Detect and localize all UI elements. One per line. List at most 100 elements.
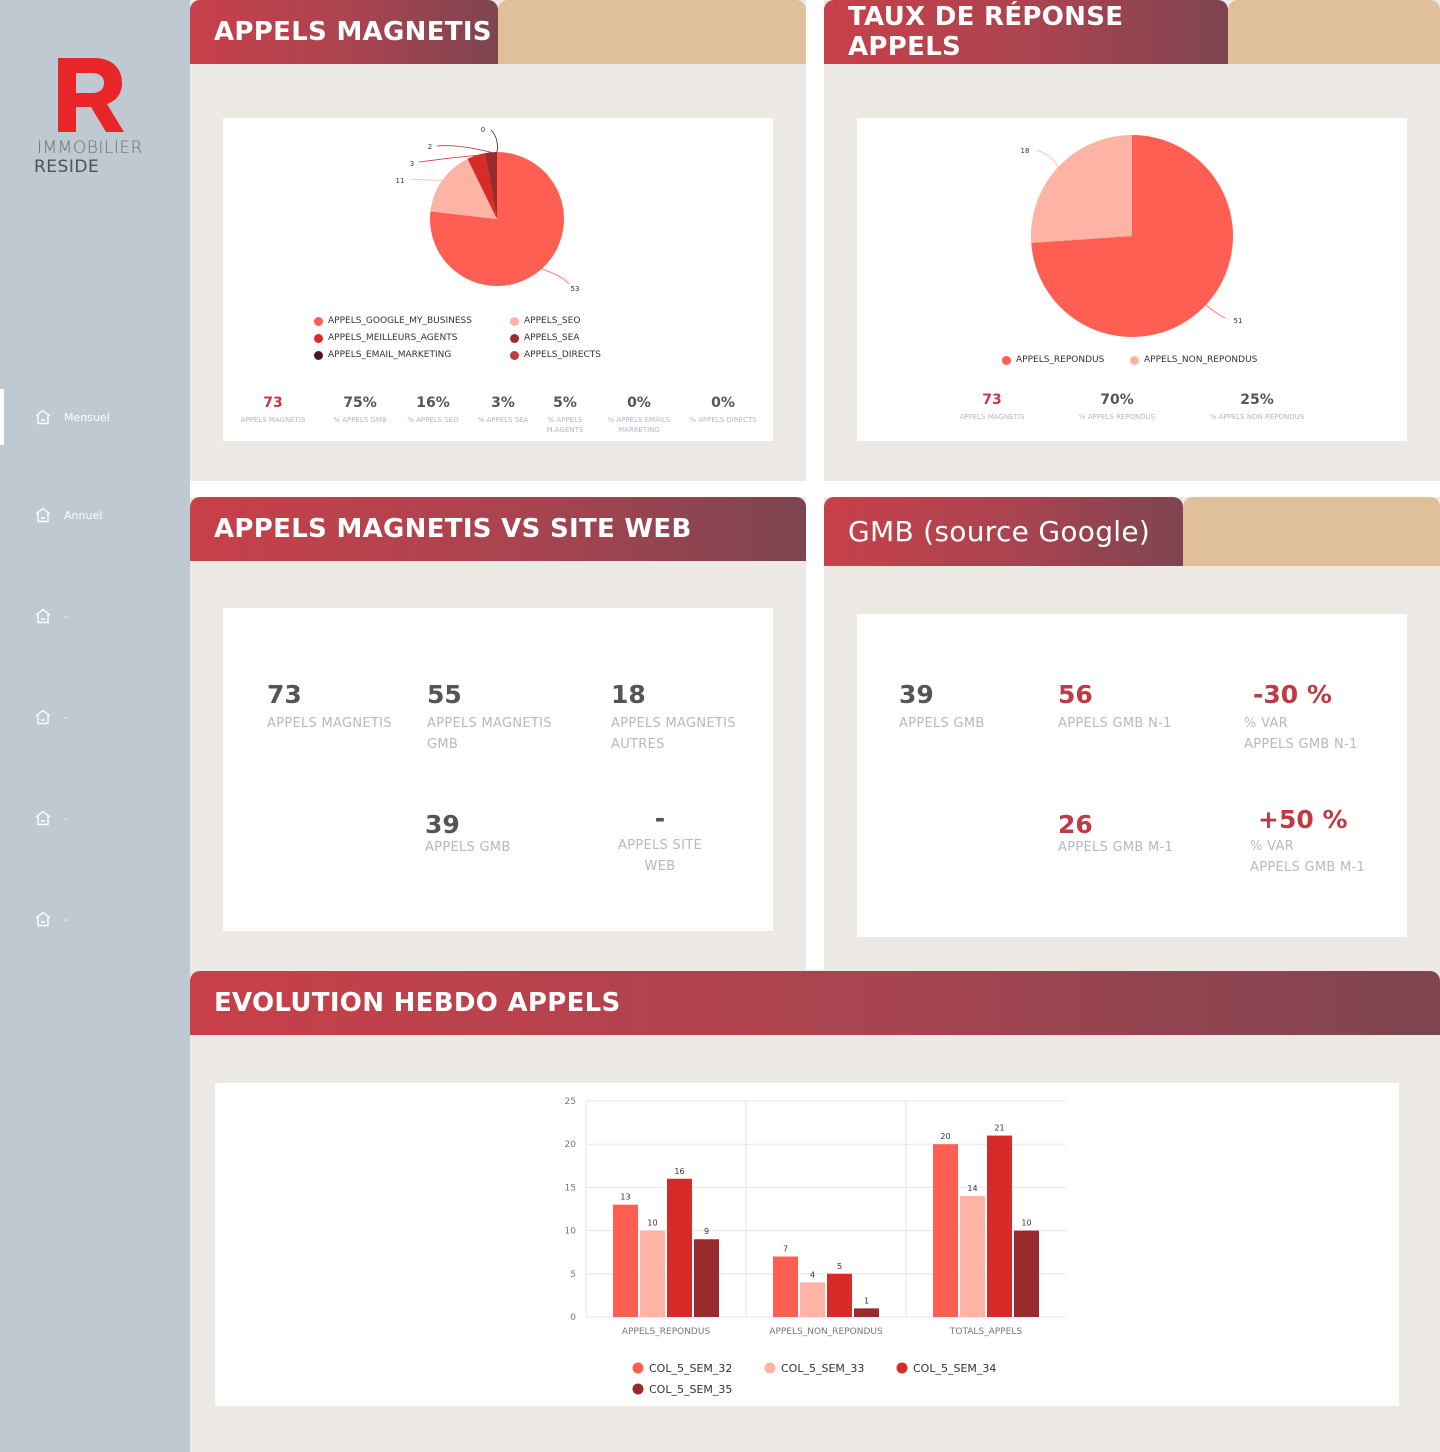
stat-label: APPELS MAGNETIS bbox=[267, 716, 392, 731]
stat-label-2: APPELS GMB M-1 bbox=[1250, 860, 1366, 875]
nav-item-3[interactable]: - bbox=[0, 588, 190, 644]
legend-label: APPELS_EMAIL_MARKETING bbox=[328, 350, 452, 360]
stat-label: APPELS GMB bbox=[899, 716, 985, 731]
kpi-value: 73 bbox=[982, 392, 1002, 408]
kpi-label: % APPELS SEO bbox=[407, 416, 459, 424]
header-accent bbox=[1183, 497, 1440, 566]
kpi-pct-gmb: 75% % APPELS GMB bbox=[323, 395, 397, 425]
bar-data-label: 10 bbox=[647, 1219, 657, 1228]
bar-data-label: 10 bbox=[1021, 1219, 1031, 1228]
kpi-label: % APPELS M.AGENTS bbox=[546, 416, 584, 434]
card-vs: 73 APPELS MAGNETIS 55 APPELS MAGNETIS GM… bbox=[223, 608, 773, 931]
bar-data-label: 4 bbox=[810, 1270, 815, 1279]
stat-value: 18 bbox=[611, 680, 646, 709]
legend-item: APPELS_NON_REPONDUS bbox=[1130, 355, 1257, 365]
stat-appels-gmb-m1: 26 APPELS GMB M-1 bbox=[1058, 810, 1173, 858]
stat-label-2: AUTRES bbox=[611, 737, 665, 752]
y-tick-label: 0 bbox=[570, 1313, 576, 1323]
bar-chart-evolution: 0 5 10 15 20 25 13 10 16 9 APPELS_REPONDUS 7 4 5 1 APPE… bbox=[565, 1097, 1066, 1396]
pie-leader-line bbox=[418, 154, 477, 163]
bar bbox=[933, 1144, 958, 1317]
nav-item-4[interactable]: - bbox=[0, 689, 190, 745]
legend-item: APPELS_SEA bbox=[510, 333, 579, 343]
stat-value: 56 bbox=[1058, 680, 1093, 709]
kpi-label: APPELS MAGNETIS bbox=[240, 416, 306, 424]
stat-value: 26 bbox=[1058, 810, 1093, 839]
bar bbox=[773, 1256, 798, 1317]
kpi-pct-directs: 0% % APPELS DIRECTS bbox=[687, 395, 759, 425]
nav-label: - bbox=[64, 811, 68, 825]
card-taux: 51 18 APPELS_REPONDUS APPELS_NON_REPONDUS… bbox=[857, 118, 1407, 441]
stat-label-2: GMB bbox=[427, 737, 459, 752]
bar-data-label: 13 bbox=[620, 1193, 630, 1202]
pie-taux: 51 18 bbox=[1021, 135, 1243, 337]
stat-label: APPELS MAGNETIS bbox=[611, 716, 736, 731]
stat-label: % VAR bbox=[1244, 716, 1288, 731]
kpi-value: 75% bbox=[343, 395, 377, 411]
panel-title-vs: APPELS MAGNETIS VS SITE WEB bbox=[190, 497, 806, 561]
stat-appels-gmb: 39 APPELS GMB bbox=[899, 680, 985, 734]
kpi-pct-agents: 5% % APPELS M.AGENTS bbox=[541, 395, 589, 435]
legend-label: APPELS_NON_REPONDUS bbox=[1144, 355, 1258, 365]
bar-data-label: 16 bbox=[674, 1167, 684, 1176]
nav-item-6[interactable]: - bbox=[0, 891, 190, 947]
legend-dot bbox=[314, 316, 323, 326]
panel-title-appels: APPELS MAGNETIS bbox=[190, 0, 498, 64]
nav-item-annuel[interactable]: Annuel bbox=[0, 487, 190, 543]
pie-data-label: 11 bbox=[396, 177, 405, 185]
legend-dot bbox=[632, 1383, 644, 1395]
pie-slice bbox=[484, 152, 497, 219]
bar-data-label: 20 bbox=[940, 1132, 950, 1141]
bar bbox=[987, 1135, 1012, 1317]
y-tick-label: 25 bbox=[565, 1097, 576, 1107]
home-icon bbox=[35, 911, 51, 927]
y-tick-label: 10 bbox=[565, 1227, 577, 1237]
legend-dot bbox=[1002, 355, 1011, 365]
pie-data-label: 51 bbox=[1234, 317, 1243, 325]
x-tick-label: APPELS_NON_REPONDUS bbox=[769, 1327, 883, 1337]
bar-data-label: 14 bbox=[967, 1184, 977, 1193]
legend-label: APPELS_DIRECTS bbox=[524, 350, 601, 360]
bar bbox=[694, 1239, 719, 1317]
legend-label: APPELS_MEILLEURS_AGENTS bbox=[328, 333, 458, 343]
header-accent bbox=[498, 0, 806, 64]
kpi-value: 0% bbox=[627, 395, 651, 411]
bar bbox=[827, 1273, 852, 1317]
kpi-pct-seo: 16% % APPELS SEO bbox=[397, 395, 469, 425]
stat-label: % VAR bbox=[1250, 839, 1294, 854]
pie-leader-line bbox=[490, 129, 498, 153]
stat-label: APPELS MAGNETIS bbox=[427, 716, 552, 731]
home-icon bbox=[35, 709, 51, 725]
pie-slice bbox=[1031, 135, 1132, 243]
stat-value: +50 % bbox=[1258, 805, 1348, 834]
legend-dot bbox=[510, 316, 519, 326]
stat-appels-gmb-magnetis: 55 APPELS MAGNETIS GMB bbox=[427, 680, 552, 755]
bar bbox=[667, 1178, 692, 1317]
bar bbox=[960, 1196, 985, 1317]
pie-slice bbox=[467, 153, 497, 219]
bar-data-label: 1 bbox=[864, 1296, 869, 1305]
pie-appels: 53 11 3 2 0 bbox=[396, 126, 580, 293]
stat-appels-site-web: - APPELS SITE WEB bbox=[602, 804, 718, 877]
nav-item-5[interactable]: - bbox=[0, 790, 190, 846]
x-tick-label: APPELS_REPONDUS bbox=[622, 1327, 711, 1337]
legend-item: APPELS_GOOGLE_MY_BUSINESS bbox=[314, 316, 472, 326]
nav-item-mensuel[interactable]: Mensuel bbox=[0, 389, 190, 445]
card-evolution: 0 5 10 15 20 25 13 10 16 9 APPELS_REPONDUS 7 4 5 1 APPE… bbox=[215, 1083, 1399, 1406]
pie-leader-line bbox=[410, 178, 443, 181]
kpi-label: % APPELS RÉPONDUS bbox=[1078, 413, 1156, 421]
legend-dot bbox=[314, 350, 323, 360]
stat-label: APPELS GMB M-1 bbox=[1058, 840, 1174, 855]
pie-leader-line bbox=[1205, 304, 1226, 319]
bar-data-label: 7 bbox=[783, 1245, 788, 1254]
pie-data-label: 18 bbox=[1021, 147, 1030, 155]
legend-label: COL_5_SEM_33 bbox=[781, 1362, 864, 1375]
nav-label: - bbox=[64, 609, 68, 623]
nav-label: - bbox=[64, 710, 68, 724]
legend-item: APPELS_MEILLEURS_AGENTS bbox=[314, 333, 457, 343]
legend-label: APPELS_GOOGLE_MY_BUSINESS bbox=[328, 316, 472, 326]
stat-value: - bbox=[654, 804, 666, 833]
bar-data-label: 5 bbox=[837, 1262, 842, 1271]
stat-appels-autres: 18 APPELS MAGNETIS AUTRES bbox=[611, 680, 736, 755]
kpi-label: APPELS MAGNETIS bbox=[959, 413, 1025, 421]
